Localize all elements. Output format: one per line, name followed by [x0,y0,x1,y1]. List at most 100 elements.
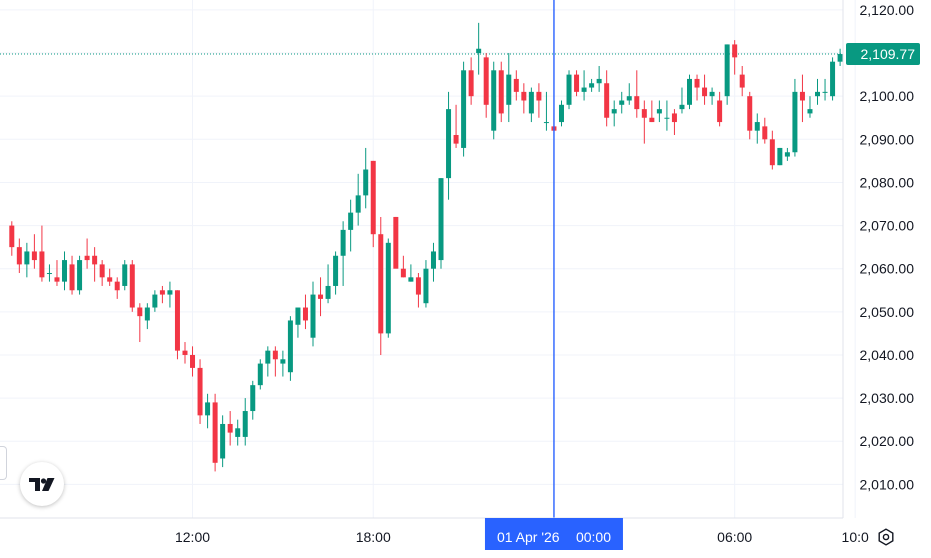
last-price-badge: 2,109.77 [846,43,920,66]
candle-up [242,411,248,437]
candle-down [318,294,324,299]
candle-up [558,104,564,123]
price-axis[interactable]: 2,120.002,110.002,100.002,090.002,080.00… [860,2,915,492]
candle-up [611,109,617,114]
candle-down [649,117,655,123]
price-tick-label: 2,090.00 [860,131,915,147]
candle-up [792,91,798,153]
crosshair-date-label: 01 Apr '26 [497,529,560,545]
candle-up [430,251,436,269]
candle-down [370,160,376,235]
candle-down [769,139,775,166]
candle-up [476,48,482,54]
candle-down [99,264,105,278]
crosshair-time-label: 01 Apr '26 00:00 [484,518,623,550]
gear-icon[interactable] [876,527,896,547]
candle-up [506,74,512,105]
candle-up [837,54,843,62]
candle-up [777,147,783,166]
candle-up [167,290,173,295]
candle-down [39,251,45,278]
candle-up [62,260,68,282]
candle-up [687,78,692,105]
candle-up [325,285,331,299]
price-tick-label: 2,030.00 [860,390,915,406]
candle-down [762,126,768,140]
candle-down [634,96,640,110]
price-tick-label: 2,100.00 [860,88,915,104]
candle-down [16,247,22,265]
candle-up [122,264,128,286]
candle-up [438,178,444,261]
candle-up [709,91,715,97]
candle-up [77,260,83,291]
candle-down [521,91,527,101]
candle-down [69,264,75,291]
candle-up [257,363,263,386]
candle-down [498,70,504,114]
candle-up [310,294,316,338]
price-tick-label: 2,050.00 [860,304,915,320]
candle-up [679,104,685,110]
candle-up [46,273,52,275]
candle-down [302,307,308,321]
candle-down [732,44,738,58]
price-tick-label: 2,120.00 [860,2,915,18]
candle-down [9,225,15,248]
scroll-handle[interactable] [0,446,7,480]
time-tick-label: 18:00 [356,529,391,545]
candle-up [461,70,467,148]
candle-down [468,70,474,97]
candle-down [174,290,180,351]
time-axis[interactable]: 12:00 18:00 06:00 10:0 [175,529,869,545]
candle-up [235,428,241,437]
tradingview-logo-glyph [29,478,55,491]
candle-up [566,74,572,105]
price-tick-label: 2,040.00 [860,347,915,363]
candle-down [31,251,37,261]
candle-up [656,109,662,114]
candle-up [363,169,369,196]
time-tick-label: 10:0 [842,529,869,545]
candle-up [348,212,354,230]
grid-lines [0,0,856,518]
candle-down [137,307,143,317]
candle-down [694,78,700,88]
candle-up [754,122,760,131]
candle-up [784,152,790,157]
tradingview-logo-icon[interactable] [20,462,64,506]
last-price-badge-text: 2,109.77 [861,46,916,62]
candle-up [265,350,271,364]
candle-up [295,307,301,325]
candle-down [159,290,165,295]
crosshair-label-bg [484,518,623,550]
candle-down [393,216,399,269]
candle-up [807,109,813,114]
candle-down [415,277,421,295]
candle-up [250,385,256,412]
candle-down [114,281,120,291]
candle-down [574,74,580,92]
candle-down [453,134,459,144]
candle-up [724,44,730,97]
candle-up [626,96,632,101]
candle-up [589,83,595,88]
candle-series [9,22,843,472]
candle-down [400,268,406,278]
candle-up [446,109,452,179]
candle-down [513,78,519,92]
candle-up [220,423,226,459]
candle-up [280,359,286,364]
candle-up [24,251,30,265]
candle-up [596,78,602,84]
candle-down [641,109,647,118]
candle-up [340,229,346,256]
candle-up [144,307,150,321]
candle-down [747,96,753,131]
candle-down [536,91,542,101]
candle-up [152,294,158,308]
candle-down [54,277,60,282]
crosshair-time-label: 00:00 [576,529,611,545]
candle-down [717,100,723,123]
